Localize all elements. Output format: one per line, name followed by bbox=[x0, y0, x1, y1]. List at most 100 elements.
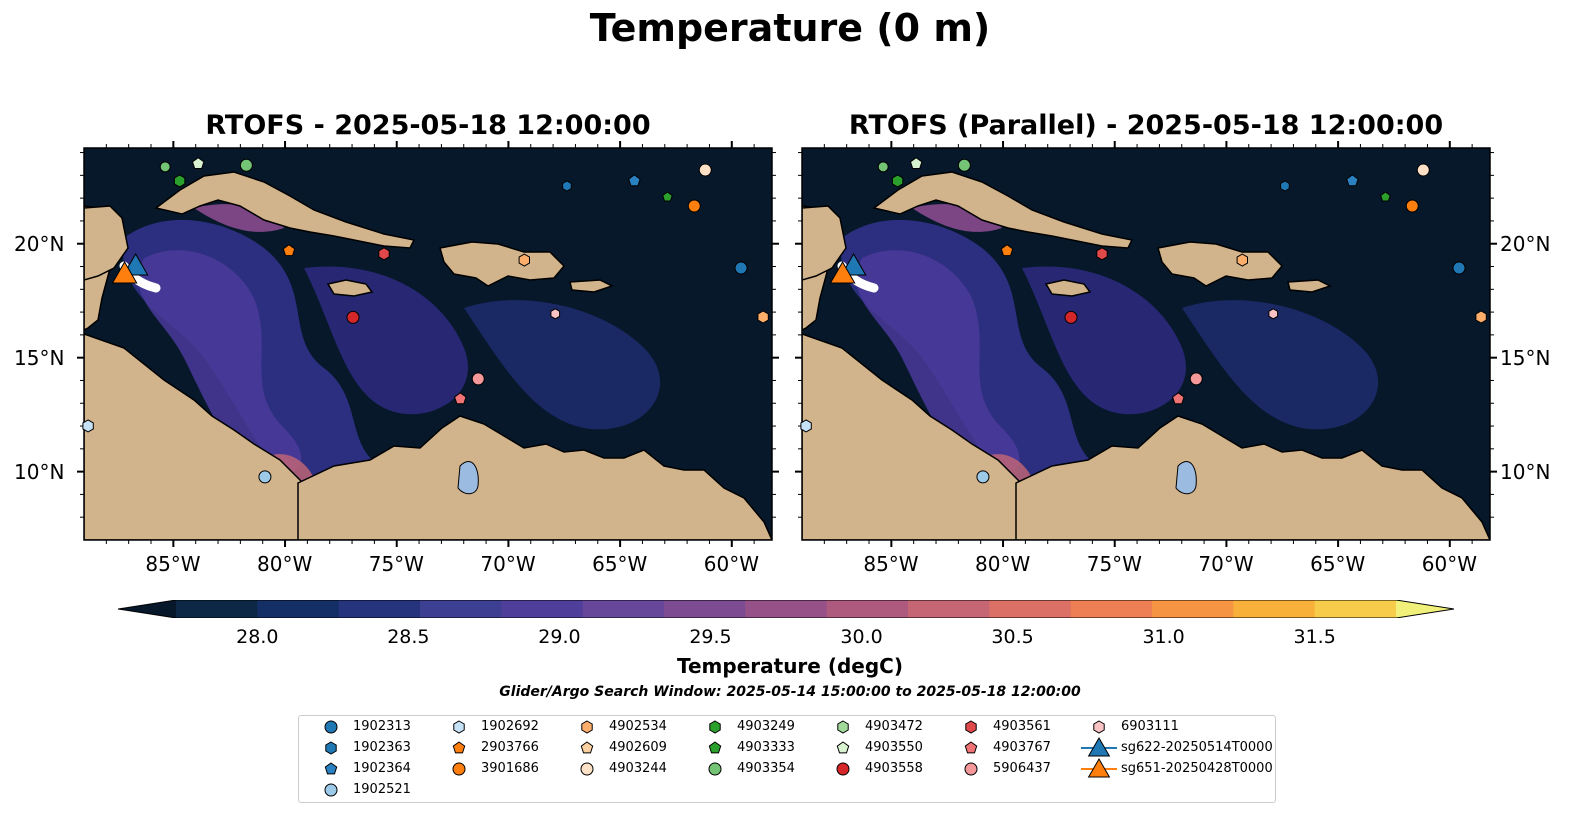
lat-tick-label-left: 10°N bbox=[14, 459, 65, 484]
float-marker bbox=[909, 157, 923, 169]
colorbar-segment bbox=[1233, 600, 1316, 618]
colorbar-segment bbox=[1070, 600, 1153, 618]
legend-symbol bbox=[965, 720, 977, 734]
colorbar-tick-label: 29.0 bbox=[538, 626, 581, 648]
colorbar-tick-label: 30.0 bbox=[840, 626, 883, 648]
map-canvas bbox=[77, 141, 779, 547]
map-panel-rtofs bbox=[77, 141, 779, 547]
map-panel-rtofs-parallel bbox=[795, 141, 1497, 547]
legend-label: sg622-20250514T0000 bbox=[1121, 740, 1273, 755]
legend-label: 4903558 bbox=[865, 761, 923, 776]
legend-label: 4903550 bbox=[865, 740, 923, 755]
lat-tick-label-left: 20°N bbox=[14, 231, 65, 256]
float-marker bbox=[1096, 247, 1108, 261]
legend-marker-icon bbox=[324, 720, 338, 734]
legend-symbol bbox=[1093, 720, 1105, 734]
legend-symbol bbox=[964, 741, 978, 754]
colorbar-tick-label: 28.5 bbox=[387, 626, 430, 648]
legend-label: 4902609 bbox=[609, 740, 667, 755]
float-marker bbox=[471, 372, 485, 386]
colorbar-tick-label: 29.5 bbox=[689, 626, 732, 648]
legend-label: 3901686 bbox=[481, 761, 539, 776]
legend-marker-icon bbox=[580, 741, 594, 754]
colorbar-tick-label: 31.5 bbox=[1293, 626, 1336, 648]
legend-symbol bbox=[452, 762, 466, 776]
float-marker bbox=[1172, 392, 1185, 405]
float-marker bbox=[891, 174, 904, 188]
legend-symbol bbox=[453, 720, 465, 734]
colorbar-segment bbox=[176, 600, 258, 618]
float-marker bbox=[877, 161, 889, 173]
legend-label: 4903354 bbox=[737, 761, 795, 776]
map-frame bbox=[83, 147, 773, 541]
legend-label: 4903472 bbox=[865, 719, 923, 734]
colorbar-segment bbox=[420, 600, 502, 618]
lon-tick-label: 80°W bbox=[257, 552, 313, 576]
float-marker bbox=[1236, 253, 1248, 267]
lon-tick-label: 85°W bbox=[863, 552, 919, 576]
lat-tick-label-right: 10°N bbox=[1500, 459, 1551, 484]
legend-marker-icon bbox=[581, 720, 593, 734]
legend-triangle bbox=[1087, 737, 1111, 757]
legend-marker-icon bbox=[965, 720, 977, 734]
lon-tick-label: 65°W bbox=[1310, 552, 1366, 576]
colorbar-segment bbox=[338, 600, 421, 618]
legend-symbol bbox=[580, 762, 594, 776]
colorbar-tick-label: 31.0 bbox=[1142, 626, 1185, 648]
float-marker bbox=[1064, 310, 1078, 324]
float-marker bbox=[562, 180, 572, 192]
float-marker bbox=[957, 158, 971, 172]
float-marker bbox=[159, 161, 171, 173]
float-marker bbox=[1380, 191, 1391, 202]
colorbar-extend-max bbox=[1396, 600, 1454, 618]
map-frame bbox=[801, 147, 1491, 541]
lon-tick-label: 75°W bbox=[368, 552, 424, 576]
legend-marker-icon bbox=[324, 762, 338, 775]
colorbar-segment bbox=[1152, 600, 1234, 618]
legend-marker-icon bbox=[324, 783, 338, 797]
legend-label: 1902521 bbox=[353, 782, 411, 797]
float-marker bbox=[191, 157, 205, 169]
colorbar-segment bbox=[582, 600, 665, 618]
legend-marker-icon bbox=[708, 762, 722, 776]
lat-tick-label-left: 15°N bbox=[14, 345, 65, 370]
legend-symbol bbox=[836, 762, 850, 776]
legend-label: 4903561 bbox=[993, 719, 1051, 734]
float-marker bbox=[1000, 244, 1014, 257]
lat-tick-label-right: 15°N bbox=[1500, 345, 1551, 370]
legend-label: 1902692 bbox=[481, 719, 539, 734]
colorbar-segment bbox=[908, 600, 990, 618]
float-marker bbox=[1280, 180, 1290, 192]
legend-marker-icon bbox=[452, 741, 466, 754]
colorbar-segment bbox=[664, 600, 746, 618]
figure-title: Temperature (0 m) bbox=[589, 6, 991, 50]
float-marker bbox=[518, 253, 530, 267]
legend-marker-icon bbox=[1093, 720, 1105, 734]
float-marker bbox=[1475, 310, 1487, 324]
legend-label: 4903244 bbox=[609, 761, 667, 776]
colorbar-segment bbox=[501, 600, 584, 618]
glider-sg651-marker bbox=[829, 260, 856, 284]
lon-tick-label: 70°W bbox=[1198, 552, 1254, 576]
legend-triangle bbox=[1087, 758, 1111, 778]
float-marker bbox=[628, 174, 641, 187]
float-marker bbox=[800, 419, 812, 433]
legend: 1902313 1902363 1902364 1902521 1902692 29037… bbox=[298, 715, 1276, 803]
float-marker bbox=[82, 419, 94, 433]
legend-marker-icon bbox=[325, 741, 337, 755]
legend-symbol bbox=[964, 762, 978, 776]
legend-marker-icon bbox=[580, 762, 594, 776]
float-marker bbox=[282, 244, 296, 257]
colorbar bbox=[117, 599, 1455, 619]
legend-marker-icon bbox=[964, 741, 978, 754]
legend-label: 1902313 bbox=[353, 719, 411, 734]
legend-marker-icon bbox=[964, 762, 978, 776]
float-marker bbox=[1189, 372, 1203, 386]
legend-label: 4903767 bbox=[993, 740, 1051, 755]
float-marker bbox=[1268, 308, 1279, 320]
legend-label: 5906437 bbox=[993, 761, 1051, 776]
float-marker bbox=[1346, 174, 1359, 187]
float-marker bbox=[1405, 199, 1419, 213]
legend-symbol bbox=[836, 741, 850, 754]
lon-tick-label: 75°W bbox=[1086, 552, 1142, 576]
